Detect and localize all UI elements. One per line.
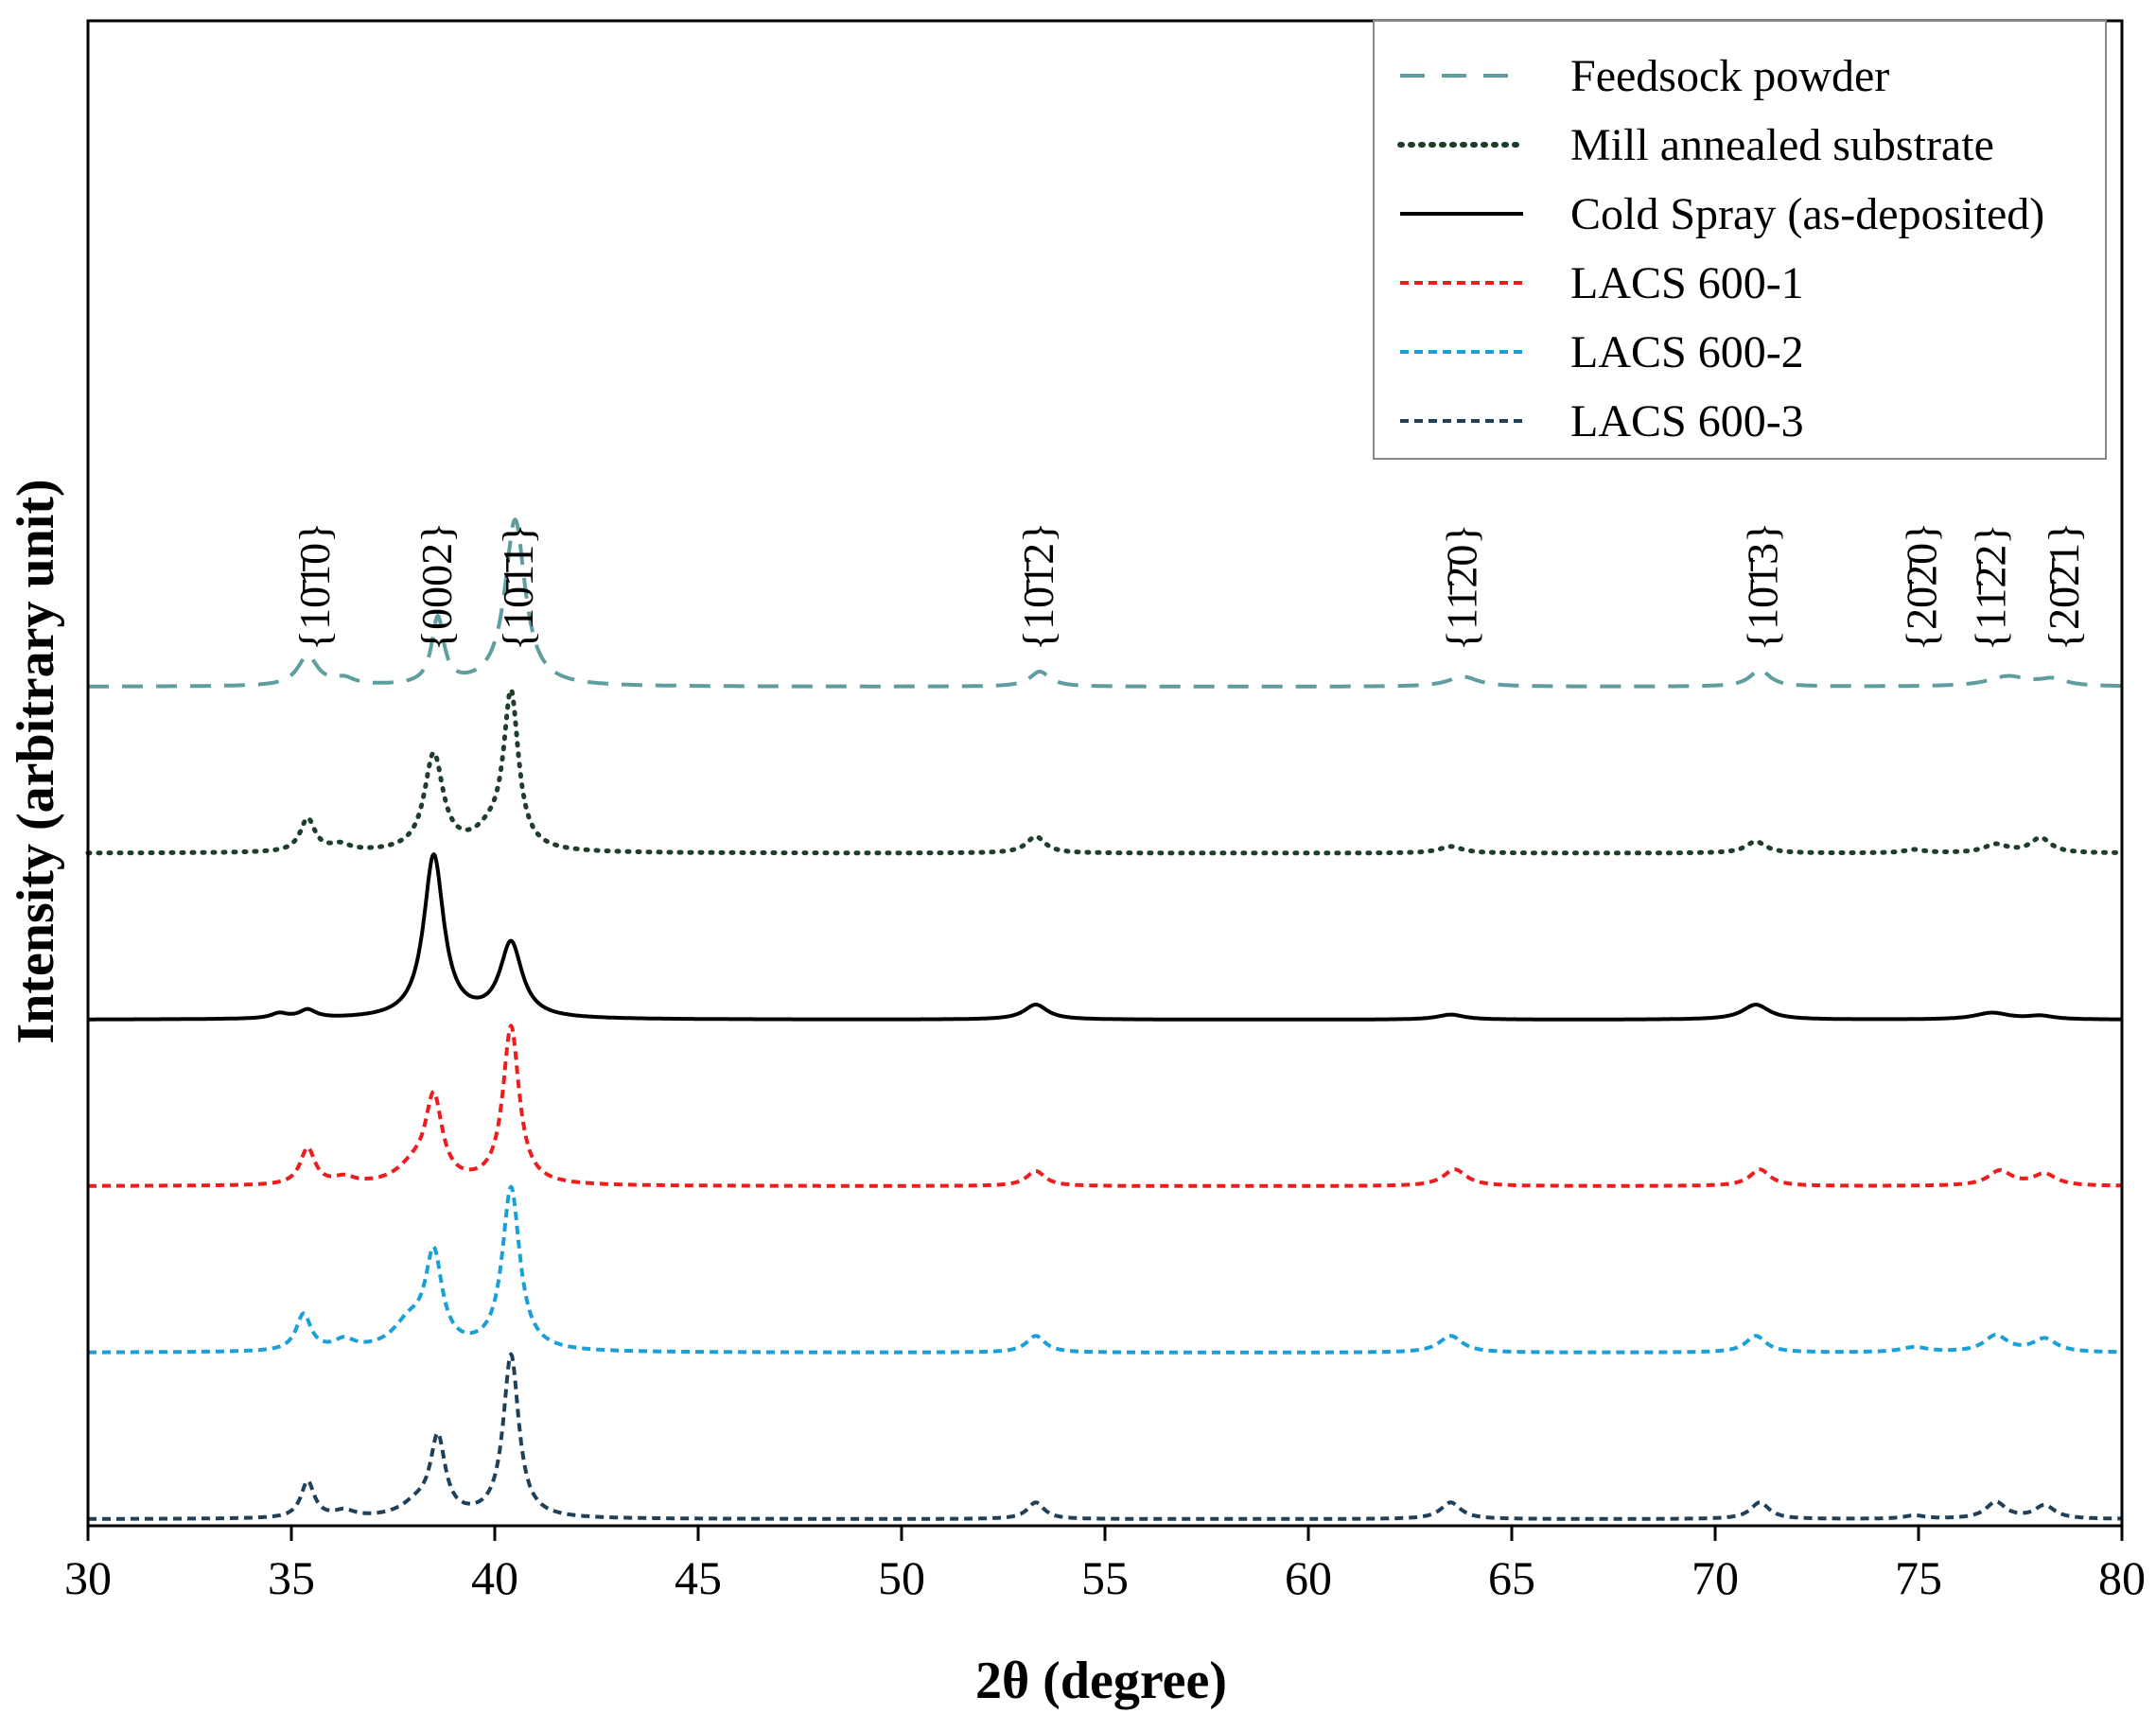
series-line-2 [87,852,2123,1022]
x-tick-label: 60 [1285,1551,1332,1604]
peak-label: {0002} [412,522,461,651]
x-tick-label: 35 [268,1551,315,1604]
x-tick-label: 70 [1691,1551,1739,1604]
legend-label: LACS 600-2 [1570,327,1804,377]
peak-label: {10̄1̄0} [290,522,339,651]
series-line-1 [85,687,2125,856]
x-tick-label: 30 [64,1551,112,1604]
y-axis-title: Intensity (arbitrary unit) [7,479,65,1043]
peak-label: {11̄2̄0} [1437,524,1485,651]
x-axis-title: 2θ (degree) [975,1652,1227,1710]
legend: Feedsock powder Mill annealed substrate Co… [1373,20,2107,460]
peak-label: {20̄2̄0} [1897,522,1945,651]
legend-label: LACS 600-1 [1570,258,1804,308]
x-tick-label: 75 [1895,1551,1942,1604]
legend-box [1373,20,2107,460]
series-line-3 [87,1023,2123,1188]
series-layer [85,517,2125,1521]
x-tick-label: 80 [2098,1551,2146,1604]
legend-label: LACS 600-3 [1570,396,1804,446]
peak-label: {10̄1̄3} [1739,522,1787,651]
legend-label: Mill annealed substrate [1570,120,1994,170]
x-tick-label: 65 [1488,1551,1535,1604]
peak-label: {20̄2̄1} [2040,522,2088,651]
legend-label: Feedsock powder [1570,51,1889,101]
peak-label: {10̄1̄2} [1014,522,1062,651]
x-tick-label: 40 [471,1551,518,1604]
x-tick-label: 55 [1081,1551,1129,1604]
series-line-5 [87,1352,2123,1521]
x-tick-label: 50 [878,1551,925,1604]
legend-label: Cold Spray (as-deposited) [1570,189,2044,239]
peak-label-layer: {10̄1̄0} {0002} {10̄1̄1} {10̄1̄2} {11̄2̄0} {1… [290,522,2088,651]
series-line-4 [87,1184,2123,1355]
series-line-0 [87,517,2123,689]
peak-label: {11̄2̄2} [1966,524,2014,651]
axis-layer: 30 35 40 45 50 55 60 65 70 75 80 [64,19,2146,1604]
x-tick-label: 45 [675,1551,722,1604]
peak-label: {10̄1̄1} [494,524,542,651]
